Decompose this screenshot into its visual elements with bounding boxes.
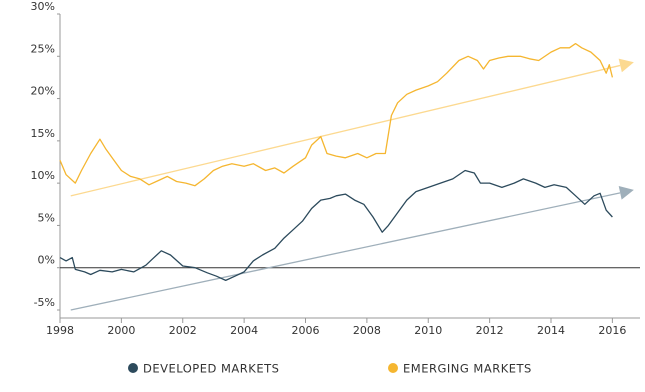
x-tick-label: 2012	[476, 324, 504, 337]
y-tick-label: 25%	[31, 42, 55, 55]
x-tick-label: 2010	[414, 324, 442, 337]
trend-arrowhead	[618, 185, 634, 200]
legend-marker	[128, 363, 138, 373]
y-tick-label: 5%	[38, 211, 55, 224]
x-tick-label: 2016	[598, 324, 626, 337]
y-tick-label: 20%	[31, 85, 55, 98]
y-tick-label: 15%	[31, 127, 55, 140]
y-tick-label: -5%	[34, 296, 55, 309]
trend-line	[70, 64, 621, 197]
series-line	[59, 42, 614, 187]
legend-marker	[388, 363, 398, 373]
x-tick-label: 2000	[107, 324, 135, 337]
x-tick-label: 1998	[46, 324, 74, 337]
trend-line	[70, 192, 621, 311]
x-tick-label: 2006	[292, 324, 320, 337]
x-tick-label: 2008	[353, 324, 381, 337]
legend-label: EMERGING MARKETS	[403, 362, 532, 376]
x-tick-label: 2004	[230, 324, 258, 337]
trend-arrowhead	[618, 58, 634, 73]
x-tick-label: 2014	[537, 324, 565, 337]
series-line	[59, 169, 613, 282]
y-tick-label: 10%	[31, 169, 55, 182]
legend-label: DEVELOPED MARKETS	[143, 362, 279, 376]
y-tick-label: 30%	[31, 0, 55, 13]
x-tick-label: 2002	[169, 324, 197, 337]
y-tick-label: 0%	[38, 254, 55, 267]
